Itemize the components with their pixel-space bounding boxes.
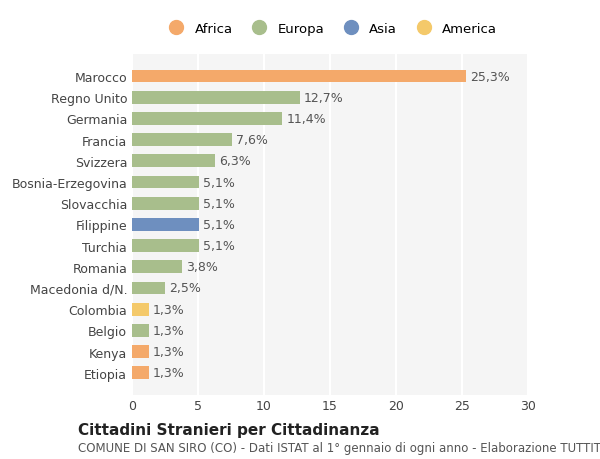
Bar xyxy=(132,367,149,379)
Bar xyxy=(132,325,149,337)
Bar xyxy=(132,282,165,295)
Text: 1,3%: 1,3% xyxy=(153,366,185,380)
Text: 5,1%: 5,1% xyxy=(203,240,235,252)
Text: 25,3%: 25,3% xyxy=(470,70,509,84)
Bar xyxy=(132,303,149,316)
Bar xyxy=(132,346,149,358)
Text: 12,7%: 12,7% xyxy=(304,91,343,105)
Bar xyxy=(132,134,232,147)
Bar xyxy=(132,71,466,83)
Text: 1,3%: 1,3% xyxy=(153,303,185,316)
Text: 5,1%: 5,1% xyxy=(203,176,235,189)
Legend: Africa, Europa, Asia, America: Africa, Europa, Asia, America xyxy=(158,17,502,41)
Bar xyxy=(132,92,299,104)
Text: Cittadini Stranieri per Cittadinanza: Cittadini Stranieri per Cittadinanza xyxy=(78,422,380,437)
Text: 7,6%: 7,6% xyxy=(236,134,268,147)
Text: 11,4%: 11,4% xyxy=(286,112,326,126)
Bar xyxy=(132,218,199,231)
Bar xyxy=(132,155,215,168)
Text: 1,3%: 1,3% xyxy=(153,345,185,358)
Text: 1,3%: 1,3% xyxy=(153,324,185,337)
Bar xyxy=(132,197,199,210)
Bar xyxy=(132,240,199,252)
Text: COMUNE DI SAN SIRO (CO) - Dati ISTAT al 1° gennaio di ogni anno - Elaborazione T: COMUNE DI SAN SIRO (CO) - Dati ISTAT al … xyxy=(78,441,600,454)
Text: 5,1%: 5,1% xyxy=(203,218,235,231)
Text: 6,3%: 6,3% xyxy=(219,155,251,168)
Bar xyxy=(132,176,199,189)
Bar xyxy=(132,113,283,125)
Text: 2,5%: 2,5% xyxy=(169,282,201,295)
Bar xyxy=(132,261,182,274)
Text: 3,8%: 3,8% xyxy=(186,261,218,274)
Text: 5,1%: 5,1% xyxy=(203,197,235,210)
